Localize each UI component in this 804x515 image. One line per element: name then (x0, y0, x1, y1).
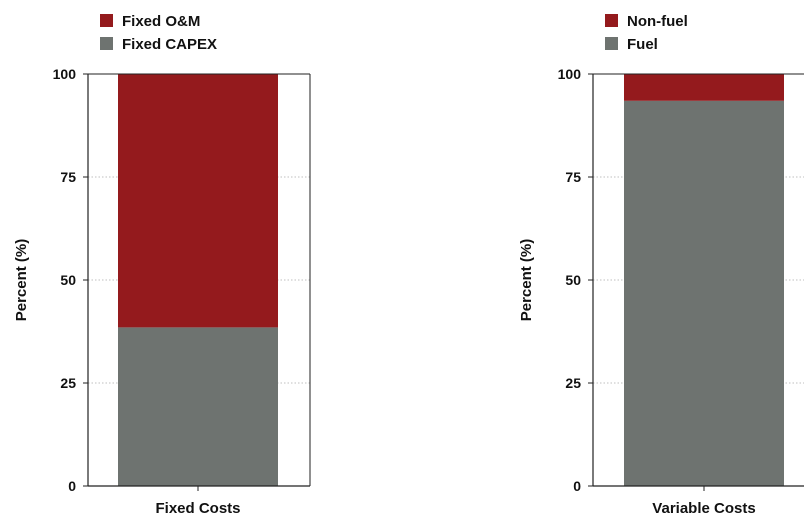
legend-swatch (605, 14, 618, 27)
y-tick-label: 0 (573, 478, 581, 494)
legend-label: Fuel (627, 36, 658, 53)
fixed-costs-panel: 0 25 50 75 100 Fixed Costs Percent (%) Fixed O&… (13, 13, 311, 515)
y-tick-label: 50 (60, 272, 76, 288)
y-axis-title: Percent (%) (518, 239, 535, 322)
x-category-label: Fixed Costs (155, 500, 240, 515)
bar-segment-fixed-capex (118, 327, 278, 486)
bar-segment-fuel (624, 100, 784, 486)
y-tick-label: 25 (565, 375, 581, 391)
legend-label: Fixed CAPEX (122, 36, 217, 53)
y-axis-title: Percent (%) (13, 239, 30, 322)
variable-costs-panel: 0 25 50 75 100 Variable Costs Percent (%) Non-f… (518, 13, 804, 515)
y-tick-label: 0 (68, 478, 76, 494)
y-tick-label: 75 (60, 169, 76, 185)
y-tick-label: 75 (565, 169, 581, 185)
y-tick-label: 100 (53, 66, 77, 82)
legend-label: Non-fuel (627, 13, 688, 30)
bar-segment-fixed-o-m (118, 74, 278, 328)
x-category-label: Variable Costs (652, 500, 755, 515)
y-tick-label: 50 (565, 272, 581, 288)
legend-swatch (100, 37, 113, 50)
bar-segment-non-fuel (624, 74, 784, 101)
legend-swatch (100, 14, 113, 27)
y-tick-label: 100 (558, 66, 582, 82)
y-tick-label: 25 (60, 375, 76, 391)
legend-swatch (605, 37, 618, 50)
legend-label: Fixed O&M (122, 13, 200, 30)
